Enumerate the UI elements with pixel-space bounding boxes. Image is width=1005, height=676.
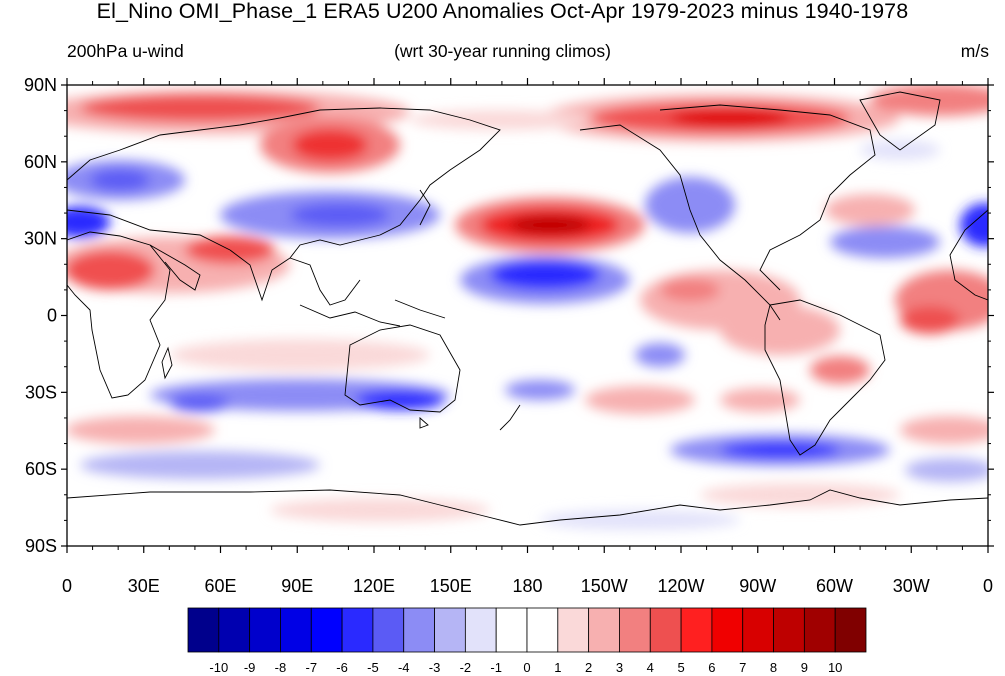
lon-label: 150E [430, 576, 472, 596]
colorbar-label: 2 [585, 660, 592, 675]
colorbar-swatch [526, 607, 559, 653]
colorbar-swatch [711, 607, 744, 653]
lon-label: 150W [581, 576, 628, 596]
colorbar-label: -5 [367, 660, 379, 675]
lat-label: 30N [24, 229, 57, 249]
colorbar: -10 -9 -8 -7 -6 -5 -4 -3 -2 -1 0 1 2 3 4 5 6 7 8 9 10 [187, 607, 867, 675]
anomaly-shading [67, 85, 988, 546]
lon-label: 120E [353, 576, 395, 596]
lat-label: 0 [47, 306, 57, 326]
colorbar-label: -7 [305, 660, 317, 675]
colorbar-swatch [372, 607, 405, 653]
colorbar-swatch [218, 607, 251, 653]
lon-label: 60W [816, 576, 853, 596]
colorbar-swatch [834, 607, 867, 653]
colorbar-label: 10 [828, 660, 842, 675]
lat-label: 90N [24, 75, 57, 95]
colorbar-label: 8 [770, 660, 777, 675]
lat-label: 60S [25, 459, 57, 479]
colorbar-label: 9 [801, 660, 808, 675]
colorbar-label: 7 [739, 660, 746, 675]
colorbar-swatch [249, 607, 281, 653]
colorbar-swatch [341, 607, 374, 653]
colorbar-swatch [280, 607, 312, 653]
colorbar-label: -3 [429, 660, 441, 675]
lon-label: 180 [512, 576, 542, 596]
units-label: m/s [960, 41, 989, 61]
axis-ticks [61, 78, 994, 553]
colorbar-label: 6 [708, 660, 715, 675]
colorbar-swatch [803, 607, 836, 653]
lon-label: 90W [739, 576, 776, 596]
colorbar-swatch [649, 607, 682, 653]
colorbar-label: -10 [209, 660, 228, 675]
left-subtitle: 200hPa u-wind [67, 41, 184, 61]
colorbar-label: 0 [523, 660, 530, 675]
colorbar-label: -1 [490, 660, 502, 675]
plot-title: El_Nino OMI_Phase_1 ERA5 U200 Anomalies … [96, 0, 909, 23]
lat-label: 30S [25, 382, 57, 402]
colorbar-label: -6 [336, 660, 348, 675]
lat-label: 90S [25, 536, 57, 556]
colorbar-label: -2 [460, 660, 472, 675]
colorbar-label: 1 [554, 660, 561, 675]
lat-label: 60N [24, 152, 57, 172]
lon-label: 60E [204, 576, 236, 596]
lon-label: 30E [128, 576, 160, 596]
colorbar-swatch [619, 607, 651, 653]
colorbar-swatch [464, 607, 497, 653]
colorbar-swatch [434, 607, 466, 653]
colorbar-swatch [588, 607, 620, 653]
colorbar-swatch [403, 607, 435, 653]
lon-label: 120W [657, 576, 704, 596]
colorbar-swatch [310, 607, 343, 653]
colorbar-label: -8 [275, 660, 287, 675]
colorbar-label: -9 [244, 660, 256, 675]
colorbar-label: -4 [398, 660, 410, 675]
colorbar-label: 3 [616, 660, 623, 675]
colorbar-swatch [742, 607, 774, 653]
colorbar-swatch [187, 607, 220, 653]
center-subtitle: (wrt 30-year running climos) [394, 41, 611, 61]
lon-label: 0 [62, 576, 72, 596]
colorbar-label: 5 [677, 660, 684, 675]
colorbar-swatch [495, 607, 528, 653]
colorbar-label: 4 [647, 660, 654, 675]
colorbar-swatch [557, 607, 590, 653]
coastlines [67, 91, 988, 526]
colorbar-swatch [680, 607, 713, 653]
lon-label: 30W [893, 576, 930, 596]
colorbar-swatch [773, 607, 805, 653]
lon-label: 0 [983, 576, 993, 596]
lon-label: 90E [281, 576, 313, 596]
